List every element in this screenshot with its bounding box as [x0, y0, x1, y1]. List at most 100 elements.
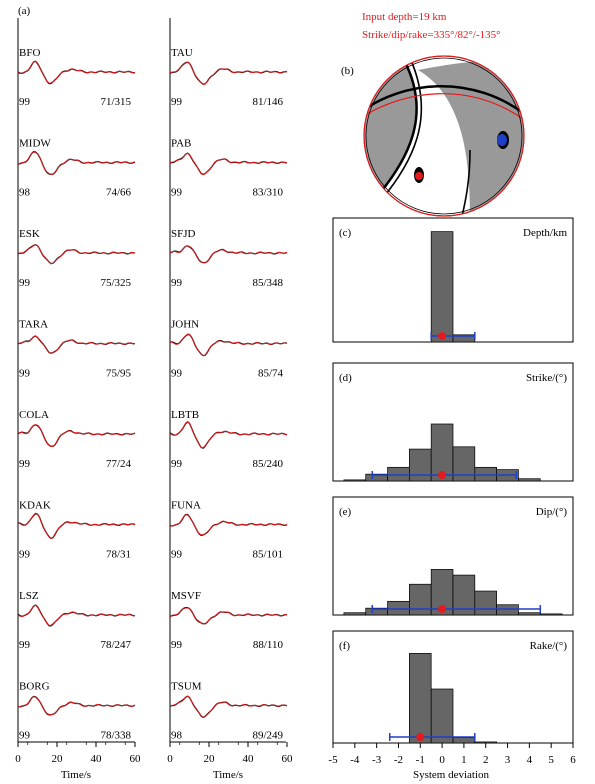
fit-value: 99 — [171, 368, 183, 380]
synthetic-waveform — [17, 424, 136, 447]
fit-value: 99 — [19, 96, 31, 108]
synthetic-waveform — [17, 335, 136, 354]
station-panel: FUNA 99 85/101 — [169, 500, 288, 561]
synthetic-waveform — [170, 152, 287, 176]
station-name: MSVF — [171, 590, 201, 602]
station-panel: BFO 99 71/315 — [17, 47, 136, 108]
station-panel: TARA 99 75/95 — [17, 319, 136, 380]
histogram-bar — [409, 448, 432, 482]
histogram-x-tick-label: -4 — [350, 754, 360, 766]
observed-waveform — [17, 151, 136, 176]
distance-azimuth: 85/101 — [252, 549, 283, 561]
histogram-title: Strike/(°) — [526, 372, 567, 384]
station-panel: SFJD 99 85/348 — [169, 228, 288, 289]
station-panel: PAB 99 83/310 — [170, 138, 288, 199]
waveform-x-tick-label: 40 — [91, 753, 103, 765]
fit-value: 99 — [171, 639, 183, 651]
station-name: LBTB — [171, 409, 199, 421]
distance-azimuth: 85/240 — [252, 458, 283, 470]
observed-waveform — [17, 512, 136, 540]
waveform-x-tick-label: 20 — [204, 753, 216, 765]
histogram-x-tick-label: 0 — [439, 754, 445, 766]
station-name: MIDW — [19, 138, 51, 150]
t-axis-marker — [497, 134, 507, 146]
synthetic-waveform — [17, 604, 136, 627]
histogram-title: Rake/(°) — [530, 640, 568, 652]
synthetic-waveform — [17, 696, 136, 716]
mean-marker — [438, 332, 447, 340]
station-panel: COLA 99 77/24 — [17, 409, 136, 470]
observed-waveform — [169, 513, 288, 536]
station-name: FUNA — [171, 500, 201, 512]
mean-marker — [438, 605, 447, 613]
histogram-bar — [343, 479, 367, 482]
mean-marker — [438, 471, 447, 479]
fit-value: 99 — [19, 277, 31, 289]
fit-value: 99 — [171, 458, 183, 470]
waveform-x-tick-label: 40 — [243, 753, 255, 765]
synthetic-waveform — [17, 512, 136, 540]
distance-azimuth: 74/66 — [106, 187, 132, 199]
histogram-bar — [387, 600, 410, 616]
histogram-bar — [452, 446, 476, 482]
distance-azimuth: 78/247 — [100, 639, 131, 651]
synthetic-waveform — [169, 514, 288, 536]
fit-value: 99 — [171, 187, 183, 199]
histogram-x-tick-label: -3 — [372, 754, 382, 766]
station-name: BORG — [19, 681, 50, 693]
p-axis-marker — [415, 172, 423, 180]
nodal-plane-2-input — [364, 93, 524, 125]
nodal-plane-2 — [364, 85, 524, 119]
histogram-x-tick-label: 4 — [527, 754, 533, 766]
synthetic-waveform — [169, 695, 288, 719]
station-name: PAB — [171, 138, 191, 150]
distance-azimuth: 78/338 — [100, 730, 131, 742]
panel-label-f: (f) — [339, 640, 350, 652]
fit-value: 99 — [19, 368, 31, 380]
histogram-panels: (c) Depth/km (d) Strike/(°) (e) Dip/(°) (f) Rak… — [328, 217, 576, 766]
panel-label-b: (b) — [341, 65, 354, 77]
histogram-bar — [409, 653, 432, 744]
histogram-bar — [518, 478, 541, 482]
fit-value: 99 — [19, 639, 31, 651]
histogram-bar — [474, 590, 497, 616]
histogram-bar — [496, 604, 519, 616]
station-panel: LBTB 99 85/240 — [169, 409, 288, 470]
histogram-bar — [474, 741, 497, 744]
station-panel: JOHN 99 85/74 — [169, 319, 288, 380]
station-name: ESK — [19, 228, 40, 240]
station-name: TARA — [19, 319, 48, 331]
station-name: BFO — [19, 47, 40, 59]
distance-azimuth: 89/249 — [252, 730, 283, 742]
histogram-bar — [539, 613, 563, 616]
panel-label-d: (d) — [339, 372, 352, 384]
distance-azimuth: 77/24 — [106, 458, 132, 470]
histogram-e: (e) Dip/(°) — [332, 496, 574, 616]
waveform-xlabel: Time/s — [213, 769, 243, 781]
waveform-xlabel: Time/s — [61, 769, 91, 781]
beachball-outline — [363, 55, 525, 217]
fit-value: 99 — [171, 277, 183, 289]
station-name: LSZ — [19, 590, 39, 602]
fit-value: 99 — [171, 549, 183, 561]
panel-label-a: (a) — [18, 5, 31, 17]
station-name: KDAK — [19, 500, 51, 512]
observed-waveform — [18, 695, 136, 716]
observed-waveform — [18, 335, 136, 354]
panel-label-c: (c) — [339, 227, 352, 239]
histogram-xlabel: System deviation — [413, 769, 490, 781]
observed-waveform — [169, 61, 288, 85]
observed-waveform — [169, 606, 288, 625]
station-name: TSUM — [171, 681, 202, 693]
synthetic-waveform — [169, 607, 288, 625]
distance-azimuth: 88/110 — [253, 639, 284, 651]
histogram-x-tick-label: -2 — [394, 754, 403, 766]
synthetic-waveform — [17, 60, 136, 84]
distance-azimuth: 85/74 — [258, 368, 284, 380]
waveform-x-tick-label: 20 — [52, 753, 64, 765]
synthetic-waveform — [169, 245, 288, 264]
panel-label-e: (e) — [339, 506, 352, 518]
beachball-outline-inner — [365, 57, 523, 215]
nodal-plane-2-bundle — [459, 149, 471, 216]
